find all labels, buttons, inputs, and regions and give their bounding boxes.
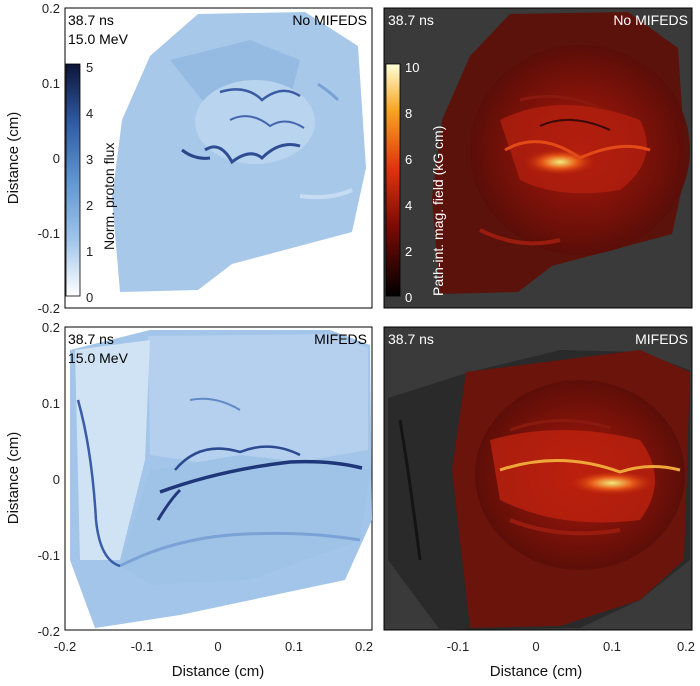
panel-bottom-left: 38.7 ns 15.0 MeV MIFEDS: [64, 326, 373, 631]
field-colorbar: [385, 63, 401, 297]
panel-time-label: 38.7 ns: [68, 12, 114, 28]
panel-top-left: 5 4 3 2 1 0 Norm. proton flux 38.7 ns 15…: [64, 7, 373, 309]
flux-colorbar-tick: 0: [86, 290, 93, 305]
panel-top-right: 10 8 6 4 2 0 Path-int. mag. field (kG cm…: [383, 7, 693, 309]
x-axis-bottom-left: -0.2 -0.1 0 0.1 0.2 Distance (cm): [54, 639, 373, 680]
panel-time-label: 38.7 ns: [388, 331, 434, 347]
x-tick-label: -0.1: [131, 639, 153, 654]
panel-condition-label: No MIFEDS: [292, 12, 367, 28]
x-axis-label: Distance (cm): [490, 663, 583, 680]
flux-colorbar-tick: 1: [86, 244, 93, 259]
flux-colorbar: [65, 63, 81, 297]
y-tick-label: 0: [53, 151, 60, 166]
panel-bottom-right: 38.7 ns MIFEDS: [383, 326, 693, 631]
y-tick-label: -0.1: [38, 548, 60, 563]
flux-colorbar-tick: 4: [86, 106, 93, 121]
x-axis-bottom-right: -0.1 0 0.1 0.2 Distance (cm): [447, 639, 695, 680]
y-tick-label: 0: [53, 472, 60, 487]
x-tick-label: 0.1: [285, 639, 303, 654]
field-colorbar-tick: 2: [405, 244, 412, 259]
y-tick-label: 0.2: [42, 320, 60, 335]
field-colorbar-tick: 6: [405, 152, 412, 167]
x-tick-label: 0: [214, 639, 221, 654]
field-colorbar-label: Path-int. mag. field (kG cm): [430, 126, 446, 296]
y-axis-bottom-left: 0.2 0.1 0 -0.1 -0.2 Distance (cm): [5, 320, 60, 639]
field-colorbar-tick: 10: [405, 60, 419, 75]
x-tick-label: 0.2: [677, 639, 695, 654]
flux-colorbar-tick: 3: [86, 152, 93, 167]
proton-image-bottom-left: [70, 330, 372, 628]
x-tick-label: -0.2: [54, 639, 76, 654]
panel-time-label: 38.7 ns: [388, 12, 434, 28]
x-axis-label: Distance (cm): [172, 663, 265, 680]
y-axis-label: Distance (cm): [5, 112, 22, 205]
magnetic-field-map-top-right: [432, 12, 690, 294]
x-tick-label: 0: [532, 639, 539, 654]
panel-condition-label: MIFEDS: [314, 331, 367, 347]
flux-colorbar-tick: 2: [86, 198, 93, 213]
panel-energy-label: 15.0 MeV: [68, 31, 129, 47]
y-tick-label: -0.2: [38, 624, 60, 639]
y-tick-label: -0.2: [38, 301, 60, 316]
y-tick-label: 0.1: [42, 76, 60, 91]
x-tick-label: 0.1: [603, 639, 621, 654]
y-axis-top-left: 0.2 0.1 0 -0.1 -0.2 Distance (cm): [5, 1, 60, 316]
flux-colorbar-tick: 5: [86, 60, 93, 75]
y-tick-label: -0.1: [38, 226, 60, 241]
x-tick-label: 0.2: [355, 639, 373, 654]
field-colorbar-tick: 8: [405, 106, 412, 121]
flux-colorbar-label: Norm. proton flux: [101, 143, 117, 250]
field-colorbar-tick: 0: [405, 290, 412, 305]
y-axis-label: Distance (cm): [5, 432, 22, 525]
x-tick-label: -0.1: [447, 639, 469, 654]
panel-time-label: 38.7 ns: [68, 331, 114, 347]
y-tick-label: 0.2: [42, 1, 60, 16]
proton-image-top-left: [112, 12, 366, 292]
y-tick-label: 0.1: [42, 396, 60, 411]
panel-condition-label: No MIFEDS: [613, 12, 688, 28]
panel-energy-label: 15.0 MeV: [68, 350, 129, 366]
magnetic-field-map-bottom-right: [388, 350, 690, 630]
panel-condition-label: MIFEDS: [635, 331, 688, 347]
field-colorbar-tick: 4: [405, 198, 412, 213]
